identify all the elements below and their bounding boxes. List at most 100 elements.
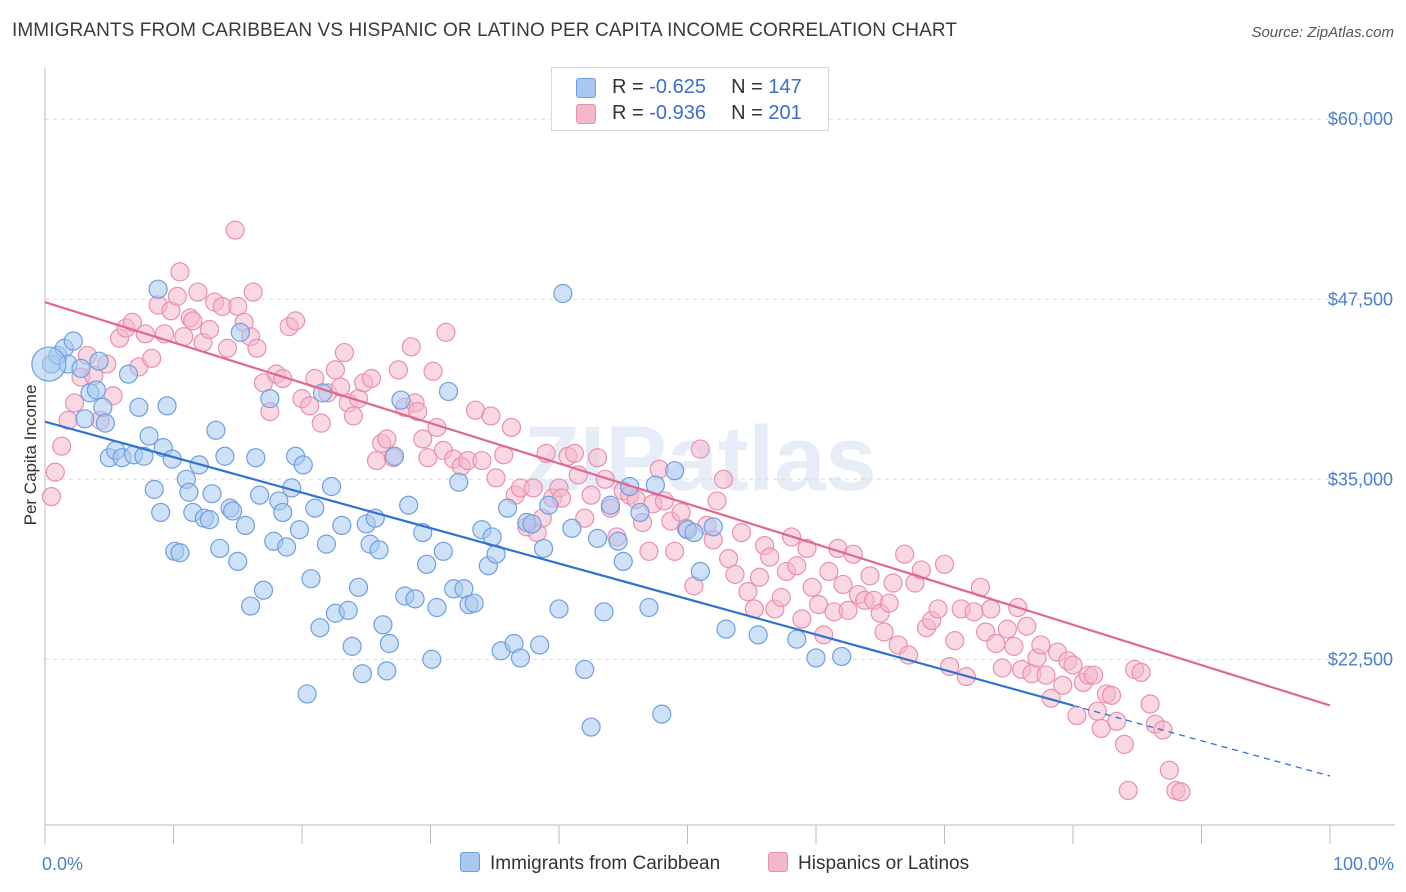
data-point — [1140, 694, 1160, 714]
data-point — [1031, 635, 1051, 655]
data-point — [45, 462, 65, 482]
data-point — [928, 599, 948, 619]
data-point — [748, 625, 768, 645]
legend-r-label: R = — [612, 102, 644, 124]
data-point — [253, 580, 274, 600]
data-point — [93, 397, 113, 417]
data-point — [1041, 688, 1061, 708]
data-point — [981, 599, 1001, 619]
legend-item-caribbean[interactable]: Immigrants from Caribbean — [460, 852, 720, 875]
data-point — [301, 569, 321, 589]
legend-n-label: N = — [731, 76, 763, 98]
data-point — [438, 381, 459, 402]
data-point — [608, 531, 628, 551]
data-point — [75, 409, 95, 429]
data-point — [639, 541, 659, 561]
data-point — [549, 599, 569, 619]
data-point — [690, 439, 710, 459]
data-point — [964, 602, 984, 622]
data-point — [1131, 662, 1151, 682]
data-point — [289, 520, 310, 540]
data-point — [539, 495, 559, 515]
data-point — [418, 448, 438, 468]
data-point — [249, 485, 270, 505]
data-point — [738, 582, 758, 602]
data-point — [665, 461, 685, 481]
data-point — [449, 472, 469, 492]
data-point — [408, 402, 428, 422]
series-legend: Immigrants from Caribbean Hispanics or L… — [0, 852, 1406, 878]
data-point — [122, 312, 142, 332]
data-point — [247, 338, 267, 358]
data-point — [530, 635, 550, 655]
y-tick-label: $35,000 — [1328, 469, 1393, 489]
data-point — [285, 311, 306, 331]
data-point — [1101, 685, 1122, 705]
data-point — [575, 508, 595, 528]
data-point — [1171, 782, 1191, 802]
data-point — [523, 478, 543, 498]
chart-source: Source: ZipAtlas.com — [1251, 24, 1394, 41]
data-point — [498, 498, 518, 518]
data-point — [321, 476, 342, 497]
data-point — [945, 631, 965, 651]
y-tick-label: $47,500 — [1328, 289, 1393, 309]
data-point — [1091, 718, 1111, 739]
data-point — [684, 523, 704, 543]
data-point — [587, 528, 608, 548]
data-point — [427, 597, 447, 618]
data-point — [225, 220, 245, 240]
data-point — [243, 282, 263, 302]
data-point — [157, 396, 177, 416]
y-axis-title: Per Capita Income — [21, 385, 40, 526]
data-point — [144, 479, 164, 499]
data-point — [802, 577, 822, 597]
data-point — [230, 322, 250, 342]
data-point — [707, 491, 727, 511]
data-point — [883, 573, 903, 593]
legend-n-label: N = — [731, 102, 763, 124]
y-tick-label: $22,500 — [1328, 649, 1393, 669]
data-point — [118, 364, 139, 384]
data-point — [472, 450, 492, 471]
data-point — [148, 279, 168, 299]
data-point — [787, 629, 807, 649]
data-point — [1159, 760, 1179, 780]
data-point — [879, 593, 899, 613]
data-point — [188, 282, 208, 302]
data-point — [423, 361, 443, 381]
data-point — [833, 574, 853, 595]
data-point — [690, 561, 710, 582]
data-point — [1036, 665, 1056, 685]
data-point — [305, 498, 325, 518]
data-point — [170, 262, 190, 282]
legend-n-value: 201 — [768, 102, 802, 124]
data-point — [228, 551, 248, 572]
data-point — [671, 502, 691, 523]
data-point — [405, 589, 425, 609]
data-point — [486, 468, 506, 488]
data-point — [792, 609, 812, 629]
data-point — [391, 390, 411, 410]
legend-item-hispanics[interactable]: Hispanics or Latinos — [768, 852, 969, 875]
data-point — [501, 417, 522, 438]
x-tick-label-min: 0.0% — [42, 854, 83, 874]
data-point — [575, 659, 595, 680]
data-point — [992, 658, 1012, 678]
axes — [44, 68, 1395, 844]
legend-r-label: R = — [612, 76, 644, 98]
data-point — [797, 538, 817, 559]
data-point — [806, 648, 826, 668]
x-tick-label-max: 100.0% — [1333, 854, 1394, 874]
data-point — [260, 389, 280, 409]
data-point — [384, 446, 405, 466]
data-point — [41, 486, 62, 507]
data-point — [89, 351, 109, 371]
data-point — [210, 538, 230, 559]
legend-label-hispanics: Hispanics or Latinos — [798, 853, 970, 874]
data-point — [564, 443, 585, 463]
data-point — [433, 541, 453, 561]
data-point — [716, 619, 736, 639]
data-point — [167, 286, 187, 306]
